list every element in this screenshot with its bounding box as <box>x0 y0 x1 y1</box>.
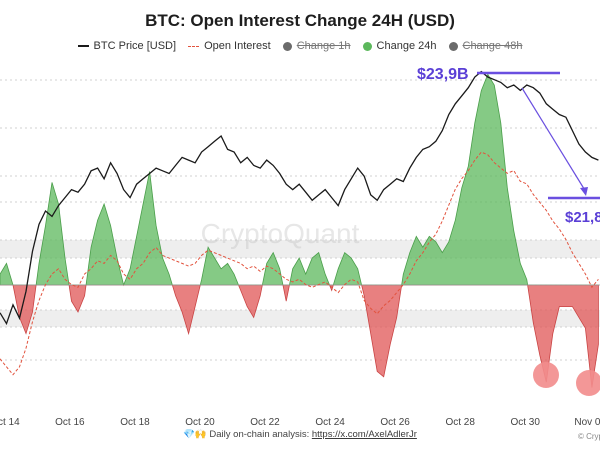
x-tick-label: Oct 18 <box>120 417 150 428</box>
x-tick-label: Oct 28 <box>445 417 475 428</box>
watermark-text: CryptoQuant <box>201 218 360 249</box>
dot-symbol-icon <box>282 41 292 51</box>
legend-label: Change 24h <box>376 40 437 52</box>
legend-label: BTC Price [USD] <box>93 40 177 52</box>
highlight-circle <box>576 370 600 396</box>
legend-label: Open Interest <box>204 40 271 52</box>
x-tick-label: Oct 14 <box>0 417 20 428</box>
x-tick-label: Oct 24 <box>315 417 345 428</box>
x-tick-label: Oct 22 <box>250 417 280 428</box>
x-axis: Oct 14 Oct 16 Oct 18 Oct 20 Oct 22 Oct 24 Oct … <box>0 417 600 428</box>
dashed-line-symbol-icon <box>188 45 200 47</box>
legend: BTC Price [USD] Open Interest Change 1h … <box>0 38 600 54</box>
change-24h-negative-area <box>0 285 599 388</box>
highlight-circle <box>533 362 559 388</box>
x-tick-label: Oct 20 <box>185 417 215 428</box>
low-value-label: $21,8 <box>565 209 600 226</box>
legend-label: Change 48h <box>462 40 523 52</box>
copyright-text: © Cryp <box>578 432 600 441</box>
legend-item-btc-price[interactable]: BTC Price [USD] <box>77 40 177 52</box>
btc-price-line <box>0 70 599 326</box>
chart-title: BTC: Open Interest Change 24H (USD) <box>145 11 455 30</box>
grid-band <box>0 310 600 327</box>
high-value-label: $23,9B <box>417 66 469 83</box>
legend-item-change-24h[interactable]: Change 24h <box>362 40 437 52</box>
arrow-head-icon <box>580 187 588 196</box>
trend-arrow-line <box>521 87 587 193</box>
dot-symbol-icon <box>362 41 372 51</box>
open-interest-line <box>0 151 599 376</box>
change-24h-area <box>0 73 600 388</box>
x-tick-label: Oct 16 <box>55 417 85 428</box>
diamond-hands-icon: 💎🙌 <box>183 429 207 440</box>
legend-label: Change 1h <box>296 40 351 52</box>
x-tick-label: Nov 01 <box>574 417 600 428</box>
line-symbol-icon <box>77 45 89 47</box>
footer: 💎🙌 Daily on-chain analysis: https://x.co… <box>0 429 600 440</box>
footer-text: Daily on-chain analysis: <box>209 429 310 440</box>
change-24h-positive-area <box>0 73 599 285</box>
legend-item-change-1h[interactable]: Change 1h <box>282 40 351 52</box>
dot-symbol-icon <box>448 41 458 51</box>
footer-link[interactable]: https://x.com/AxelAdlerJr <box>311 429 417 440</box>
legend-item-open-interest[interactable]: Open Interest <box>188 40 271 52</box>
legend-item-change-48h[interactable]: Change 48h <box>448 40 523 52</box>
annotations: $23,9B $21,8 <box>417 66 600 396</box>
price-and-oi-lines <box>0 70 599 376</box>
x-tick-label: Oct 30 <box>510 417 540 428</box>
x-tick-label: Oct 26 <box>380 417 410 428</box>
